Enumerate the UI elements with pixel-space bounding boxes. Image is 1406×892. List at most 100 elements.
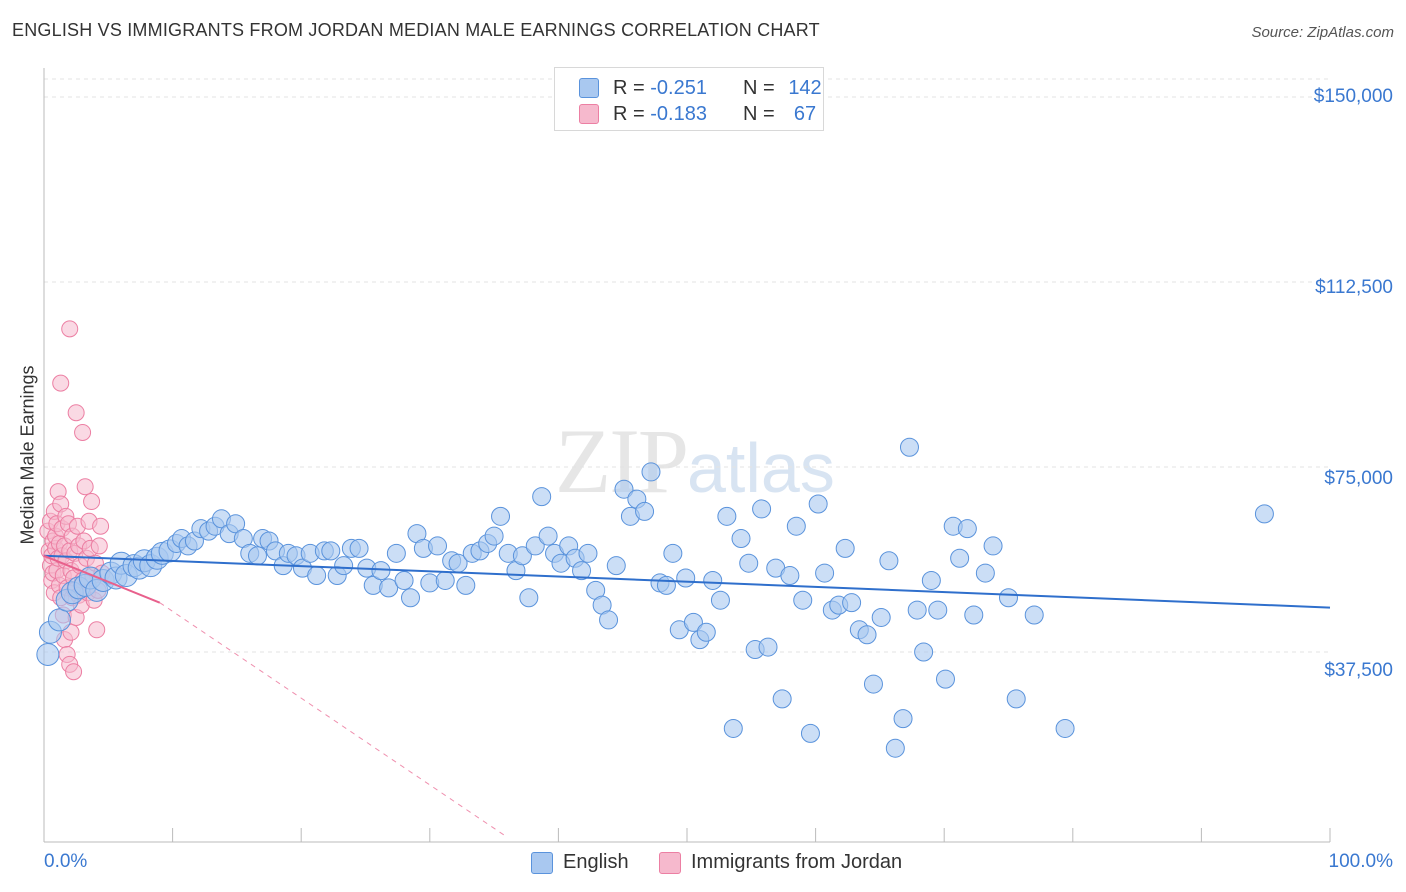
english-point	[786, 516, 806, 536]
english-point	[349, 538, 369, 558]
english-point	[334, 556, 354, 576]
english-trend-line	[43, 554, 1331, 609]
english-point	[710, 590, 730, 610]
english-point	[983, 536, 1003, 556]
english-point	[907, 600, 927, 620]
r-value: -0.183	[650, 102, 707, 125]
jordan-trend-extension	[159, 602, 508, 838]
english-point	[484, 526, 504, 546]
y-tick-label: $112,500	[1315, 277, 1393, 298]
english-point	[599, 610, 619, 630]
english-point	[914, 642, 934, 662]
english-point	[793, 590, 813, 610]
english-point	[999, 588, 1018, 608]
x-tick-label-right: 100.0%	[1328, 851, 1393, 872]
english-point	[935, 669, 955, 689]
english-point	[676, 568, 696, 588]
english-point	[723, 718, 743, 738]
r-label: R =	[613, 76, 651, 99]
legend-row-english: R = -0.251 N = 142	[579, 76, 827, 100]
english-swatch	[531, 851, 553, 874]
english-point	[1254, 504, 1274, 524]
english-point	[871, 607, 891, 627]
y-tick-label: $75,000	[1324, 468, 1393, 489]
legend-n-value: 142	[788, 76, 822, 99]
english-point	[36, 642, 60, 666]
english-point	[435, 570, 455, 590]
jordan-swatch	[659, 851, 681, 874]
english-point	[717, 506, 737, 526]
english-point	[1006, 689, 1026, 709]
chart-title: ENGLISH VS IMMIGRANTS FROM JORDAN MEDIAN…	[12, 20, 820, 40]
english-point	[606, 556, 626, 576]
english-point	[635, 501, 655, 521]
jordan-point	[83, 493, 101, 511]
english-point	[752, 499, 772, 519]
english-point	[532, 487, 552, 507]
jordan-point	[92, 517, 110, 535]
english-point	[401, 588, 421, 608]
legend-n-label: N =	[743, 76, 775, 99]
english-point	[815, 563, 835, 583]
english-point	[739, 553, 759, 573]
jordan-point	[76, 478, 94, 496]
english-point	[808, 494, 828, 514]
english-point	[899, 437, 919, 457]
english-point	[307, 566, 327, 586]
jordan-point	[67, 404, 85, 422]
english-point	[519, 588, 539, 608]
english-point	[641, 462, 661, 482]
watermark-atlas: atlas	[687, 429, 835, 507]
jordan-point	[65, 663, 83, 681]
jordan-swatch	[579, 104, 599, 124]
english-point	[386, 543, 406, 563]
english-point	[842, 593, 862, 613]
legend-n-value: 67	[793, 102, 817, 125]
english-point	[835, 538, 855, 558]
english-point	[379, 578, 399, 598]
english-point	[772, 689, 792, 709]
english-point	[885, 738, 905, 758]
jordan-point	[88, 621, 106, 639]
english-point	[780, 566, 800, 586]
jordan-trend-line	[43, 554, 161, 604]
english-point	[247, 546, 267, 566]
english-point	[1055, 718, 1075, 738]
english-point	[614, 479, 634, 499]
legend-item-english[interactable]: English	[531, 851, 629, 874]
x-tick-label-left: 0.0%	[44, 851, 88, 872]
r-label: R =	[613, 102, 651, 125]
english-point	[975, 563, 995, 583]
english-point	[893, 709, 913, 729]
source-label: Source: ZipAtlas.com	[1251, 24, 1394, 41]
english-point	[226, 514, 246, 534]
y-tick-label: $150,000	[1313, 86, 1393, 107]
r-value: -0.251	[650, 76, 707, 99]
english-point	[47, 608, 71, 632]
english-point	[428, 536, 448, 556]
english-point	[491, 506, 511, 526]
english-point	[800, 723, 820, 743]
english-point	[863, 674, 883, 694]
legend-item-jordan[interactable]: Immigrants from Jordan	[659, 851, 902, 874]
jordan-point	[90, 537, 108, 555]
english-point	[921, 570, 941, 590]
english-point	[964, 605, 984, 625]
series-legend: English Immigrants from Jordan	[0, 851, 1406, 877]
english-point	[696, 622, 716, 642]
english-point	[321, 541, 341, 561]
y-tick-label: $37,500	[1324, 660, 1393, 681]
english-point	[572, 561, 592, 581]
jordan-point	[52, 374, 70, 392]
legend-row-jordan: R = -0.183 N = 67	[579, 102, 827, 126]
legend-label-jordan: Immigrants from Jordan	[691, 851, 903, 873]
english-point	[656, 575, 676, 595]
english-point	[758, 637, 778, 657]
english-point	[663, 543, 683, 563]
jordan-point	[74, 423, 92, 441]
english-point	[1024, 605, 1044, 625]
legend-r-jordan: R = -0.183	[613, 103, 743, 126]
english-point	[731, 529, 751, 549]
legend-n-label: N =	[743, 102, 775, 125]
english-point	[512, 546, 532, 566]
